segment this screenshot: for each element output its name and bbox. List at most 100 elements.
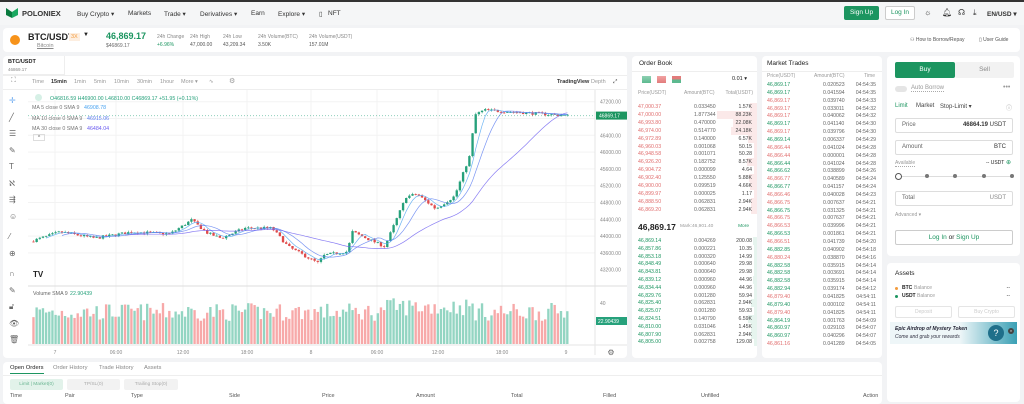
amount-input[interactable]: Amount BTC (895, 140, 1013, 155)
order-filter-2[interactable]: Trailing Stop(0) (124, 379, 178, 390)
ob-row[interactable]: 46,899.97 0.000025 1.17 (632, 189, 757, 198)
tradingview-tab[interactable]: TradingView (557, 79, 590, 85)
text-tool-icon[interactable]: T (9, 162, 14, 171)
interval-0[interactable]: Time (32, 79, 45, 85)
ob-row[interactable]: 46,900.00 0.099519 4.66K (632, 182, 757, 190)
chart-settings-icon[interactable]: ⚙ (229, 78, 236, 85)
price-chart[interactable]: 47200.00 46400.00 46000.00 45600.00 45200.00… (28, 90, 627, 358)
precision-select[interactable]: 0.01 ▾ (732, 76, 747, 82)
nav-buy-crypto[interactable]: Buy Crypto ▾ (77, 11, 115, 18)
buy-crypto-button[interactable]: Buy Crypto (958, 306, 1015, 318)
ob-row[interactable]: 46,869.14 0.004269 200.08 (632, 237, 757, 245)
ob-row[interactable]: 46,869.20 0.062831 2.94K (632, 205, 757, 214)
ruler-tool-icon[interactable]: ⁄ (9, 232, 11, 241)
total-input[interactable]: Total USDT (895, 191, 1013, 206)
expand-icon[interactable]: ⤢ (613, 79, 618, 85)
crosshair-tool-icon[interactable]: ✛ (9, 96, 16, 105)
panel-signup-link[interactable]: Sign Up (956, 234, 980, 241)
ob-row[interactable]: 46,888.50 0.062831 2.94K (632, 197, 757, 206)
view-asks-icon[interactable] (657, 76, 666, 83)
depth-tab[interactable]: Depth (591, 79, 606, 85)
orders-tab-1[interactable]: Order History (53, 365, 88, 371)
ob-row[interactable]: 46,902.40 0.125550 5.88K (632, 174, 757, 183)
airdrop-banner[interactable]: Epic Airdrop of Mystery Token Come and g… (890, 322, 1017, 344)
ob-row[interactable]: 46,829.76 0.001280 59.94 (632, 291, 757, 300)
view-bids-icon[interactable] (642, 76, 651, 83)
interval-6[interactable]: 1hour (160, 79, 175, 85)
chart-pair-tab[interactable]: BTC/USDT 46869.17 (3, 56, 65, 75)
lock-drawing-tool-icon[interactable]: ✎ (9, 285, 16, 295)
collapse-legend-button[interactable]: ^ (33, 134, 45, 141)
ob-row[interactable]: 46,807.90 0.062831 2.94K (632, 330, 757, 339)
ob-row[interactable]: 46,825.40 0.062831 2.94K (632, 299, 757, 308)
interval-7[interactable]: More ▾ (181, 79, 198, 85)
ob-row[interactable]: 46,805.00 0.002758 129.08 (632, 338, 757, 347)
interval-1[interactable]: 15min (51, 79, 67, 85)
order-type-limit[interactable]: Limit (895, 103, 908, 109)
nav-nft[interactable]: NFT (328, 10, 341, 17)
signup-button[interactable]: Sign Up (844, 6, 879, 20)
slider-75-mark[interactable] (982, 174, 986, 178)
ob-row[interactable]: 46,960.03 0.001068 50.15 (632, 142, 757, 151)
advanced-toggle[interactable]: Advanced ▾ (895, 212, 922, 218)
slider-handle[interactable] (895, 173, 902, 180)
ob-row[interactable]: 46,839.12 0.000960 44.96 (632, 276, 757, 284)
close-banner-icon[interactable]: × (1008, 328, 1014, 334)
ob-row[interactable]: 46,848.49 0.000640 29.98 (632, 260, 757, 269)
interval-3[interactable]: 5min (94, 79, 106, 85)
nav-markets[interactable]: Markets (128, 10, 152, 17)
trend-line-tool-icon[interactable]: ╱ (9, 112, 14, 122)
ob-row[interactable]: 46,843.81 0.000640 29.98 (632, 268, 757, 277)
ob-row[interactable]: 46,857.86 0.000221 10.35 (632, 244, 757, 253)
lock-tool-icon[interactable]: 🔓︎ (9, 302, 15, 311)
login-signup-button[interactable]: Log In or Sign Up (895, 230, 1013, 245)
ob-row[interactable]: 46,834.44 0.000960 44.96 (632, 283, 757, 292)
zoom-in-tool-icon[interactable]: ⊕ (9, 248, 16, 258)
theme-sun-icon[interactable]: ☼ (924, 8, 932, 17)
interval-5[interactable]: 30min (137, 79, 152, 85)
ob-row[interactable]: 47,000.37 0.033450 1.57K (632, 103, 757, 111)
orders-tab-2[interactable]: Trade History (99, 365, 134, 371)
ob-more-link[interactable]: More (738, 224, 749, 229)
parallel-channel-tool-icon[interactable]: ☰ (9, 129, 17, 138)
ob-row[interactable]: 46,824.51 0.140790 6.59K (632, 315, 757, 323)
help-icon[interactable]: ⓘ (1006, 106, 1013, 112)
brush-tool-icon[interactable]: ✎ (9, 145, 16, 155)
order-type-stop-limit[interactable]: Stop-Limit ▾ (940, 104, 972, 110)
nav-trade[interactable]: Trade ▾ (164, 11, 186, 18)
eye-tool-icon[interactable]: 👁︎ (9, 318, 20, 328)
user-guide-link[interactable]: ▯ User Guide (979, 37, 1009, 43)
measure-tool-icon[interactable]: ⇶ (9, 195, 16, 204)
locale-select[interactable]: EN/USD ▾ (987, 11, 1017, 18)
nav-derivatives[interactable]: Derivatives ▾ (200, 11, 238, 18)
buy-tab[interactable]: Buy (895, 62, 955, 78)
ob-row[interactable]: 46,810.00 0.031046 1.45K (632, 322, 757, 331)
transfer-icon[interactable]: ⊕ (1006, 160, 1012, 166)
ob-row[interactable]: 46,972.89 0.140000 6.57K (632, 134, 757, 143)
chart-settings-gear-icon[interactable]: ⚙ (607, 348, 614, 357)
ob-row[interactable]: 46,974.00 0.514770 24.18K (632, 126, 757, 135)
interval-2[interactable]: 1min (74, 79, 86, 85)
deposit-button[interactable]: Deposit (895, 306, 952, 318)
slider-50-mark[interactable] (953, 174, 957, 178)
indicator-icon[interactable]: ∿ (209, 79, 214, 85)
magnet-tool-icon[interactable]: ∩ (9, 269, 15, 278)
ob-row[interactable]: 46,825.07 0.001280 59.93 (632, 307, 757, 316)
download-icon[interactable]: ⤓ (973, 8, 977, 17)
slider-100-mark[interactable] (1010, 174, 1014, 178)
price-input[interactable]: Price 46864.19 USDT (895, 118, 1013, 133)
more-options-icon[interactable]: ••• (1003, 84, 1011, 91)
orders-tab-0[interactable]: Open Orders (10, 365, 44, 374)
ob-row[interactable]: 46,926.20 0.182752 8.57K (632, 158, 757, 167)
pattern-tool-icon[interactable]: ℵ (9, 178, 15, 188)
view-both-icon[interactable] (672, 76, 681, 83)
interval-4[interactable]: 10min (114, 79, 129, 85)
nav-explore[interactable]: Explore ▾ (278, 11, 306, 18)
ob-row[interactable]: 46,853.18 0.000320 14.99 (632, 252, 757, 261)
how-to-borrow-link[interactable]: ⚇ How to Borrow/Repay (910, 37, 965, 43)
pair-name[interactable]: BTC/USDT (28, 32, 74, 42)
order-filter-1[interactable]: TP/SL(0) (67, 379, 120, 390)
nav-earn[interactable]: Earn (251, 10, 265, 17)
login-button[interactable]: Log In (885, 6, 915, 20)
ob-row[interactable]: 46,993.80 0.470000 22.08K (632, 118, 757, 127)
